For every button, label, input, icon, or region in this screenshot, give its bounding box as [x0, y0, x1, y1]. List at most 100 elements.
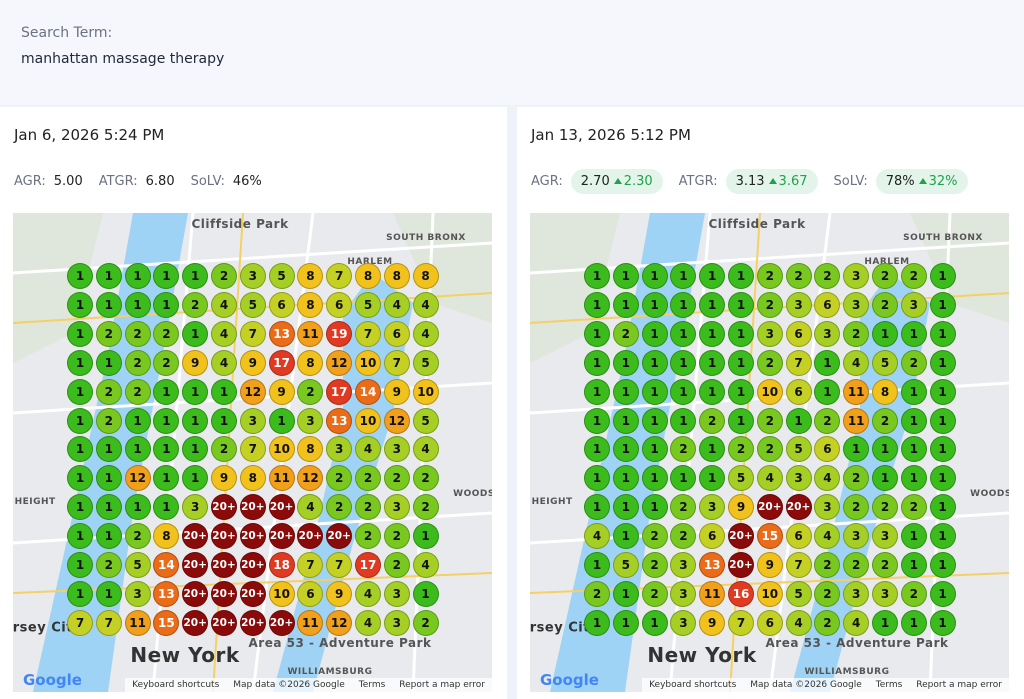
rank-pin: 20+	[785, 494, 812, 521]
map-label: New York	[647, 643, 757, 667]
map-footer: Keyboard shortcuts Map data ©2026 Google T…	[642, 678, 1009, 692]
rank-pin: 8	[153, 523, 180, 550]
metric-label: ATGR:	[98, 173, 138, 189]
rank-pin: 20+	[239, 552, 266, 578]
rank-pin: 1	[182, 320, 209, 347]
metric-change: 2.30	[613, 174, 653, 189]
search-term: manhattan massage therapy	[21, 51, 225, 67]
map-footer-link[interactable]: Report a map error	[916, 680, 1002, 690]
rank-pin: 4	[355, 436, 381, 463]
rank-pin: 1	[612, 494, 639, 521]
rank-pin: 1	[211, 378, 237, 405]
rank-pin: 5	[239, 291, 266, 318]
metric-label: AGR:	[14, 173, 46, 189]
metric-label: AGR:	[531, 173, 563, 189]
rank-pin: 6	[814, 436, 841, 463]
rank-pin: 5	[728, 465, 754, 492]
rank-pin: 1	[641, 349, 668, 376]
rank-pin: 4	[355, 580, 381, 607]
rank-pin: 20+	[756, 494, 783, 521]
rank-pin: 3	[872, 523, 898, 550]
rank-pin: 11	[297, 609, 324, 636]
rank-pin: 2	[211, 436, 237, 463]
metric: SoLV: 78% 32%	[834, 168, 968, 194]
rank-pin: 2	[843, 465, 870, 492]
rank-pin: 5	[355, 291, 381, 318]
rank-pin: 1	[612, 465, 639, 492]
rank-pin: 1	[670, 349, 697, 376]
map-footer-link[interactable]: Map data ©2026 Google	[750, 680, 862, 690]
rank-pin: 1	[67, 407, 93, 434]
rank-pin: 1	[612, 436, 639, 463]
metric: AGR: 2.70 2.30	[531, 168, 663, 194]
rank-pin: 2	[843, 552, 870, 578]
rank-pin: 3	[756, 320, 783, 347]
map-footer-link[interactable]: Map data ©2026 Google	[233, 680, 345, 690]
rank-pin: 3	[670, 609, 697, 636]
metric-change: 3.67	[768, 174, 808, 189]
metric-value: 46%	[232, 173, 262, 189]
map-footer-link[interactable]: Terms	[875, 680, 903, 690]
rank-pin: 2	[412, 465, 439, 492]
rank-pin: 1	[584, 494, 610, 521]
rank-pin: 10	[355, 407, 381, 434]
rank-pin: 5	[412, 407, 439, 434]
rank-pin: 1	[612, 523, 639, 550]
rank-pin: 1	[699, 349, 726, 376]
rank-pin: 2	[95, 407, 122, 434]
rank-pin: 1	[182, 436, 209, 463]
rank-pin: 3	[843, 291, 870, 318]
rank-pin: 1	[929, 349, 956, 376]
rank-pin: 1	[785, 407, 812, 434]
rank-pin: 20+	[728, 523, 754, 550]
rank-pin: 3	[785, 465, 812, 492]
map-footer-link[interactable]: Report a map error	[399, 680, 485, 690]
rank-pin: 1	[182, 263, 209, 289]
rank-pin: 2	[872, 407, 898, 434]
rank-pin: 1	[67, 291, 93, 318]
rank-pin: 3	[843, 263, 870, 289]
rank-pin: 2	[412, 609, 439, 636]
rank-pin: 13	[699, 552, 726, 578]
rank-pin: 1	[641, 465, 668, 492]
metric-value: 78%	[885, 173, 915, 189]
result-panel: Jan 6, 2026 5:24 PM AGR: 5.00 ATGR: 6.80 SoLV…	[0, 107, 507, 699]
metric-value: 2.70	[580, 173, 610, 189]
rank-pin: 6	[297, 580, 324, 607]
rank-pin: 5	[268, 263, 295, 289]
rank-pin: 20+	[182, 552, 209, 578]
rank-pin: 2	[900, 263, 927, 289]
rank-pin: 9	[211, 465, 237, 492]
rank-pin: 9	[383, 378, 410, 405]
rank-pin: 4	[785, 609, 812, 636]
rank-pin: 9	[182, 349, 209, 376]
rank-pin: 10	[355, 349, 381, 376]
rank-pin: 4	[814, 523, 841, 550]
rank-pin: 10	[756, 378, 783, 405]
rank-pin: 1	[412, 580, 439, 607]
rank-pin: 1	[182, 378, 209, 405]
rank-pin: 1	[670, 407, 697, 434]
rank-pin: 2	[412, 494, 439, 521]
map-footer-link[interactable]: Keyboard shortcuts	[132, 680, 220, 690]
rank-pin: 20+	[239, 523, 266, 550]
rank-pin: 1	[124, 263, 151, 289]
rank-pin: 3	[670, 552, 697, 578]
rank-pin: 9	[239, 349, 266, 376]
rank-pin: 1	[95, 349, 122, 376]
rank-pin: 1	[641, 320, 668, 347]
rank-pin: 4	[412, 552, 439, 578]
map-footer-link[interactable]: Keyboard shortcuts	[649, 680, 737, 690]
rank-pin: 2	[641, 552, 668, 578]
rank-pin: 8	[383, 263, 410, 289]
map-footer-link[interactable]: Terms	[358, 680, 386, 690]
rank-pin: 7	[785, 349, 812, 376]
rank-pin: 2	[297, 378, 324, 405]
rank-pin: 20+	[211, 552, 237, 578]
rank-pin: 11	[843, 378, 870, 405]
rank-pin: 7	[383, 349, 410, 376]
rank-pin: 2	[612, 320, 639, 347]
rank-pin: 1	[641, 494, 668, 521]
rank-pin: 11	[297, 320, 324, 347]
